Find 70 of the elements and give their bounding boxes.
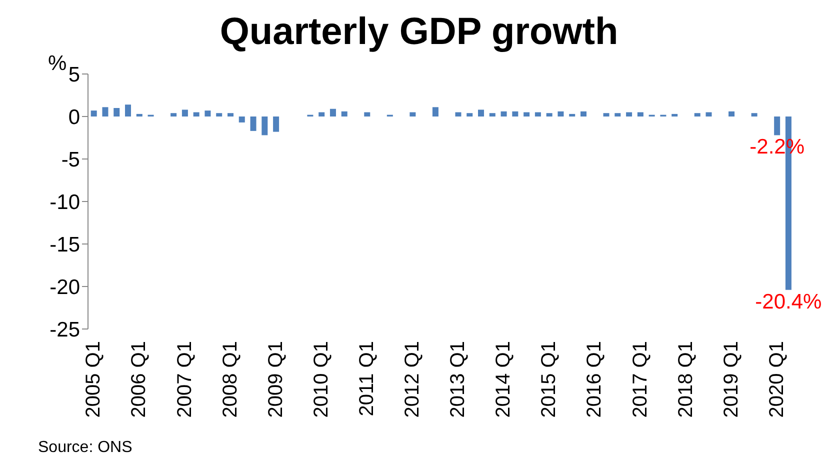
bar [364, 112, 370, 116]
x-tick-label: 2010 Q1 [310, 341, 332, 418]
bar [626, 112, 632, 116]
x-tick-label: 2014 Q1 [492, 341, 515, 418]
bar [170, 113, 177, 116]
x-tick-label: 2009 Q1 [264, 341, 287, 418]
x-tick-label: 2008 Q1 [219, 341, 242, 418]
x-tick-label: 2020 Q1 [766, 341, 788, 418]
bar [262, 116, 268, 136]
bar [751, 113, 758, 116]
bar [672, 114, 678, 116]
bar [466, 113, 473, 116]
bar [728, 111, 735, 116]
y-tick-label: -10 [50, 190, 80, 214]
chart-title: Quarterly GDP growth [220, 11, 618, 53]
bar [102, 107, 108, 116]
bar [318, 112, 325, 116]
bar [136, 114, 142, 116]
y-tick-label: -5 [61, 148, 80, 172]
bar [238, 116, 245, 122]
bar [706, 112, 712, 116]
data-label: -20.4% [755, 290, 822, 314]
bar [341, 111, 348, 116]
x-tick-label: 2018 Q1 [674, 341, 697, 418]
x-tick-label: 2017 Q1 [629, 341, 652, 418]
y-tick-label: -25 [50, 318, 80, 342]
bar [512, 111, 518, 116]
bar [694, 113, 700, 116]
bar [524, 112, 530, 116]
y-tick-label: -15 [50, 233, 80, 256]
bar [580, 111, 586, 116]
bar [227, 113, 234, 116]
bar [432, 107, 438, 116]
bar [182, 110, 188, 116]
y-tick-label: 5 [68, 63, 80, 86]
bar [204, 110, 211, 116]
bar [193, 112, 200, 116]
y-axis-title: % [48, 52, 67, 76]
bar [478, 110, 484, 116]
x-tick-label: 2016 Q1 [584, 341, 606, 418]
bar [216, 113, 222, 116]
bar [125, 104, 132, 116]
bar [273, 116, 280, 132]
x-tick-label: 2019 Q1 [720, 341, 742, 418]
x-tick-label: 2011 Q1 [356, 341, 378, 416]
bar [774, 116, 780, 136]
x-tick-label: 2012 Q1 [402, 341, 424, 418]
bar [614, 113, 621, 116]
bar [603, 113, 610, 116]
x-tick-label: 2015 Q1 [538, 341, 560, 418]
bar [114, 108, 120, 116]
bar [558, 111, 564, 116]
x-tick-label: 2007 Q1 [174, 341, 196, 418]
bar [534, 112, 541, 116]
bar [90, 110, 97, 116]
bar [637, 112, 644, 116]
bar [546, 113, 552, 116]
x-tick-label: 2013 Q1 [447, 341, 470, 418]
bar [500, 111, 507, 116]
bar [330, 108, 336, 116]
bar [569, 114, 576, 116]
bar [250, 116, 256, 131]
y-tick-label: -20 [50, 276, 80, 299]
bar [455, 112, 462, 116]
bar [410, 112, 416, 116]
x-tick-label: 2006 Q1 [128, 341, 150, 418]
x-tick-label: 2005 Q1 [82, 341, 105, 418]
bar [489, 113, 496, 116]
source-note: Source: ONS [38, 439, 134, 457]
y-tick-label: 0 [68, 106, 80, 129]
